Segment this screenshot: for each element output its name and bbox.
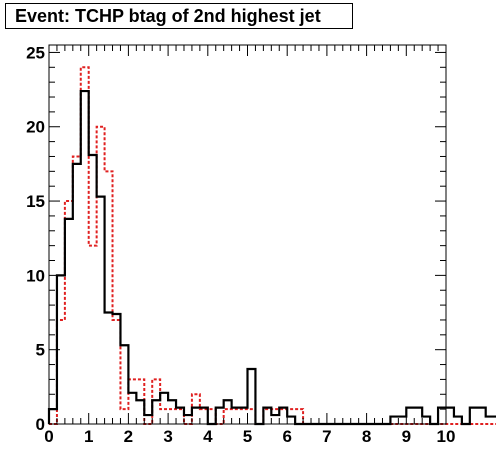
x-tick-label: 5: [243, 427, 252, 446]
x-tick-label: 1: [84, 427, 93, 446]
x-tick-label: 7: [322, 427, 331, 446]
histogram-series-solid: [47, 89, 496, 426]
y-tick-label: 0: [36, 415, 45, 434]
x-tick-label: 3: [163, 427, 172, 446]
chart-title: Event: TCHP btag of 2nd highest jet: [5, 3, 353, 29]
y-tick-label: 25: [26, 43, 45, 62]
axis-layer: 0 1 2 3 4 5 6 7 8 9 10 0 5 10 15 20 25: [26, 43, 455, 446]
y-tick-label: 10: [26, 266, 45, 285]
y-tick-label: 20: [26, 118, 45, 137]
series-layer: [47, 66, 496, 426]
y-tick-label: 5: [36, 341, 45, 360]
y-tick-label: 15: [26, 192, 45, 211]
x-tick-label: 8: [362, 427, 371, 446]
x-tick-label: 0: [44, 427, 53, 446]
x-tick-label: 9: [402, 427, 411, 446]
histogram-series-dashed: [49, 66, 496, 425]
plot-frame: [48, 44, 447, 425]
x-tick-label: 10: [437, 427, 456, 446]
x-tick-label: 4: [203, 427, 213, 446]
x-tick-label: 6: [282, 427, 291, 446]
x-tick-label: 2: [124, 427, 133, 446]
